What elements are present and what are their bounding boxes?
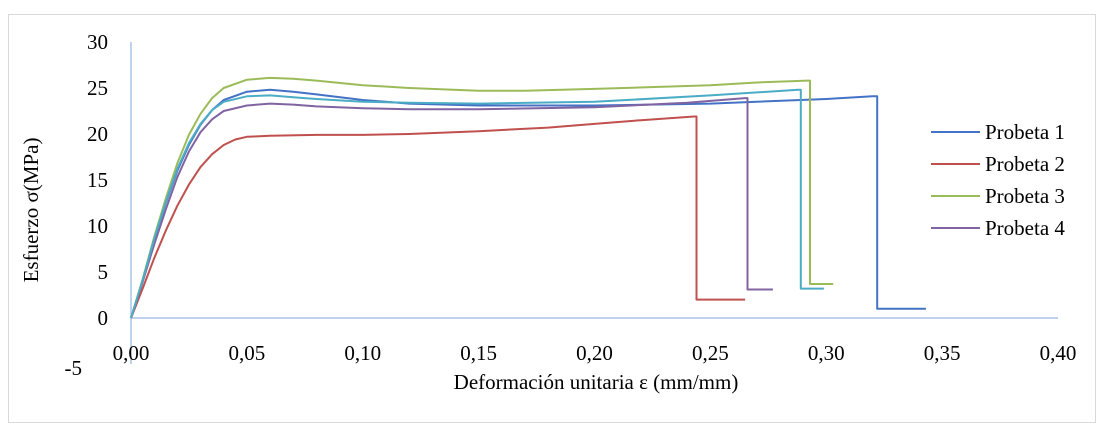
legend-label-4: Probeta 4 bbox=[985, 216, 1065, 240]
axes bbox=[130, 42, 1058, 364]
x-tick-label: 0,40 bbox=[1040, 341, 1077, 365]
x-tick-label: 0,05 bbox=[229, 341, 266, 365]
legend-label-1: Probeta 1 bbox=[985, 120, 1065, 144]
y-tick-label: 5 bbox=[98, 260, 109, 284]
y-tick-label: -5 bbox=[65, 356, 83, 380]
series-line-4 bbox=[130, 97, 773, 319]
y-axis-label: Esfuerzo σ(MPa) bbox=[19, 138, 43, 283]
x-tick-label: 0,10 bbox=[344, 341, 381, 365]
x-tick-label: 0,25 bbox=[692, 341, 729, 365]
y-tick-label: 20 bbox=[87, 122, 108, 146]
y-tick-label: 30 bbox=[87, 30, 108, 54]
legend: Probeta 1 Probeta 2 Probeta 3 Probeta 4 bbox=[931, 120, 1065, 240]
series-line-3 bbox=[130, 76, 834, 319]
y-tick-label: 15 bbox=[87, 168, 108, 192]
x-tick-label: 0,35 bbox=[924, 341, 961, 365]
x-tick-label: 0,00 bbox=[113, 341, 150, 365]
tick-labels: 0,00 0,05 0,10 0,15 0,20 0,25 0,30 0,35 0,40 -5 0 5… bbox=[65, 30, 1077, 380]
x-axis-label: Deformación unitaria ε (mm/mm) bbox=[454, 370, 739, 394]
legend-label-3: Probeta 3 bbox=[985, 184, 1065, 208]
y-tick-label: 0 bbox=[98, 306, 109, 330]
legend-label-2: Probeta 2 bbox=[985, 152, 1065, 176]
y-tick-label: 25 bbox=[87, 76, 108, 100]
x-tick-label: 0,15 bbox=[460, 341, 497, 365]
series-line-5 bbox=[130, 88, 824, 319]
chart-border bbox=[8, 14, 1096, 423]
x-tick-label: 0,20 bbox=[576, 341, 613, 365]
series-layer bbox=[130, 76, 926, 319]
y-tick-label: 10 bbox=[87, 214, 108, 238]
x-tick-label: 0,30 bbox=[808, 341, 845, 365]
series-line-2 bbox=[130, 115, 746, 319]
